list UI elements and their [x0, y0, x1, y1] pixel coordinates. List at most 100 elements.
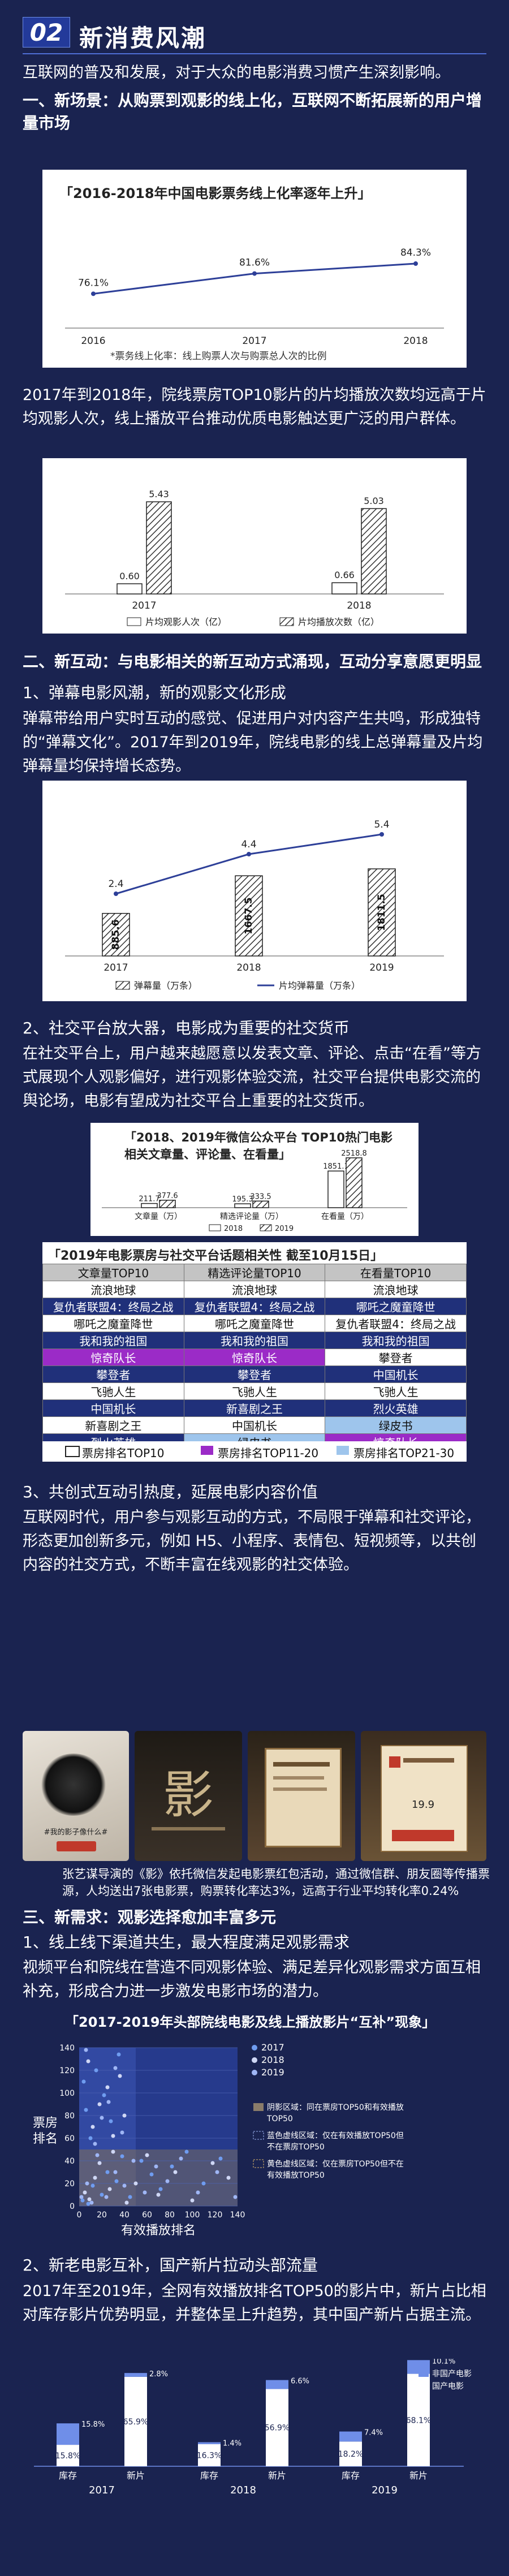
s4-paragraph1: 视频平台和院线在营造不同观影体验、满足差异化观影需求方面互相补充，形成合力进一步…: [23, 1959, 481, 2000]
legend-swatch-plays: [279, 617, 294, 626]
scatter-point-2017: [90, 2183, 95, 2188]
table-header: 精选评论量TOP10: [183, 1264, 326, 1281]
s4-heading: 三、新需求：观影选择愈加丰富多元: [23, 1908, 277, 1927]
data-label: 18.2%: [338, 2450, 363, 2459]
scatter-point-2018: [111, 2134, 115, 2138]
scatter-point-2019: [106, 2100, 111, 2104]
scatter-point-2017: [84, 2108, 88, 2112]
scatter-point-2018: [190, 2198, 195, 2203]
data-label: 1667.5: [243, 897, 255, 934]
x-tick-label: 80: [165, 2211, 175, 2220]
legend-plays: 片均播放次数（亿）: [298, 617, 379, 627]
scatter-point-2017: [81, 2079, 86, 2084]
x-tick-label: 在看量（万）: [321, 1212, 369, 1221]
scatter-point-2019: [104, 2195, 109, 2199]
scatter-point-2017: [184, 2149, 189, 2154]
promo-image-2-glyph: 影: [163, 1765, 214, 1825]
scatter-point-2018: [226, 2176, 231, 2180]
table-row: 惊奇队长 惊奇队长 攀登者: [42, 1349, 467, 1366]
bar-2019: [346, 1157, 363, 1208]
data-label: 2.8%: [149, 2370, 168, 2379]
online-rate-line-chart: 76.1% 2016 81.6% 2017 84.3% 2018: [65, 247, 444, 347]
bar-foreign: [266, 2380, 288, 2389]
scatter-point-2017: [201, 2181, 206, 2186]
table-cell: 中国机长: [325, 1365, 467, 1383]
section-number: 02: [23, 17, 70, 48]
bar-foreign: [198, 2442, 221, 2444]
x-tick-label: 精选评论量（万）: [220, 1212, 283, 1221]
x-axis-label: 有效播放排名: [121, 2224, 196, 2238]
legend-yellow-2: 有效播放TOP50: [267, 2171, 325, 2180]
table-cell: 复仇者联盟4：终局之战: [42, 1298, 184, 1315]
data-point: [379, 832, 384, 837]
scatter-point-2019: [84, 2048, 88, 2052]
year-label: 2019: [372, 2484, 398, 2496]
s2-sub1: 1、弹幕电影风潮，新的观影文化形成: [23, 683, 286, 702]
scatter-point-2018: [97, 2161, 102, 2165]
scatter-point-2018: [118, 2074, 122, 2078]
table-row: 我和我的祖国 我和我的祖国 我和我的祖国: [42, 1332, 467, 1349]
s2-paragraph2: 在社交平台上，用户越来越愿意以发表文章、评论、点击“在看”等方式展现个人观影偏好…: [23, 1045, 481, 1110]
s1-paragraph: 2017年到2018年，院线票房TOP10影片的片均播放次数均远高于片均观影人次…: [23, 386, 486, 428]
data-label: 0.60: [119, 571, 140, 581]
y-tick-label: 0: [70, 2202, 75, 2211]
table-row: 新喜剧之王 中国机长 绿皮书: [42, 1416, 467, 1434]
scatter-point-2019: [95, 2153, 100, 2157]
scatter-point-2018: [107, 2187, 112, 2191]
s2-paragraph1: 弹幕带给用户实时互动的感觉、促进用户对内容产生共鸣，形成独特的“弹幕文化”。20…: [23, 710, 483, 775]
legend-yellow: 黄色虚线区域：仅在票房TOP50但不在: [267, 2159, 404, 2169]
data-label: 84.3%: [400, 247, 431, 259]
scatter-point-2017: [218, 2156, 223, 2161]
views-chart-card: 0.60 5.43 2017 0.66 5.03 2018 片均观影人次（亿） 片均播放次数（…: [42, 458, 467, 634]
data-label: 68.1%: [406, 2416, 431, 2425]
scatter-point-2018: [133, 2181, 138, 2186]
data-point: [413, 261, 418, 266]
data-label: 2518.8: [341, 1149, 367, 1158]
scatter-point-2018: [111, 2149, 115, 2154]
scatter-point-2017: [109, 2119, 113, 2123]
table-title-bar: 「2019年电影票房与社交平台话题相关性 截至10月15日」: [42, 1242, 467, 1264]
x-tick-label: 2017: [103, 962, 128, 973]
x-tick-label: 库存: [200, 2470, 218, 2481]
bar-views: [117, 583, 143, 595]
s4-paragraph2: 2017年至2019年，全网有效播放排名TOP50的影片中，新片占比相对库存影片…: [23, 2282, 486, 2324]
x-tick-label: 2018: [403, 335, 428, 347]
data-label: 81.6%: [239, 257, 270, 269]
table-row: 流浪地球 流浪地球 流浪地球: [42, 1281, 467, 1298]
s4-sub1: 1、线上线下渠道共生，最大程度满足观影需求: [23, 1933, 350, 1952]
x-tick-label: 20: [97, 2211, 107, 2220]
scatter-point-2019: [233, 2195, 238, 2199]
bar-danmaku: [102, 912, 130, 957]
danmaku-chart-card: 885.6 2017 1667.5 2018 1811.5 2019 2.4 4.4 5.4 弹幕…: [42, 781, 467, 1001]
scatter-point-2018: [97, 2102, 102, 2107]
scatter-point-2019: [85, 2181, 89, 2186]
data-label: 7.4%: [364, 2429, 383, 2437]
data-label: 333.5: [250, 1192, 271, 1201]
table-cell: 中国机长: [183, 1416, 326, 1434]
data-label: 65.9%: [123, 2418, 148, 2427]
bar-domestic: [266, 2389, 288, 2466]
scatter-point-2017: [86, 2202, 90, 2206]
promo-image-1: #我的影子像什么#: [23, 1731, 129, 1861]
x-tick-label: 0: [77, 2211, 82, 2220]
data-label: 5.03: [364, 496, 384, 506]
scatter-point-2019: [120, 2130, 124, 2135]
bar-plays: [146, 501, 172, 595]
table-cell: 我和我的祖国: [42, 1332, 184, 1349]
scatter-point-2018: [105, 2085, 110, 2090]
x-tick-label: 文章量（万）: [135, 1212, 182, 1221]
data-label: 1851.1: [323, 1162, 349, 1171]
scatter-point-2017: [139, 2159, 144, 2163]
bar-2018: [234, 1203, 251, 1208]
legend-swatch-2019: [260, 1224, 272, 1231]
legend-views: 片均观影人次（亿）: [145, 617, 227, 627]
scatter-point-2017: [170, 2164, 174, 2169]
bar-domestic: [124, 2376, 147, 2466]
scatter-point-2017: [120, 2154, 124, 2159]
legend-swatch-blue: [253, 2131, 264, 2140]
scatter-point-2018: [122, 2113, 127, 2118]
promo-image-1-text: #我的影子像什么#: [44, 1828, 108, 1837]
data-label: 0.66: [334, 570, 355, 580]
data-point: [252, 271, 257, 276]
